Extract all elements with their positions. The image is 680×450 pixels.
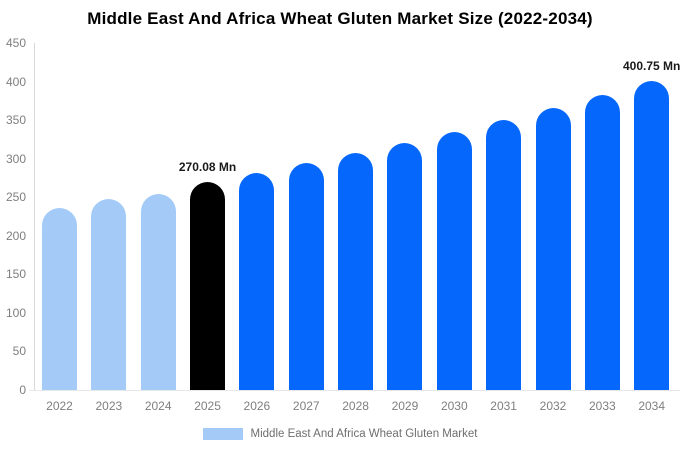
legend: Middle East And Africa Wheat Gluten Mark… — [0, 425, 680, 442]
annotation-2034: 400.75 Mn — [623, 58, 680, 73]
y-tick-100: 100 — [5, 305, 26, 320]
x-tick-2031: 2031 — [490, 399, 517, 413]
y-tick-0: 0 — [19, 383, 26, 397]
y-tick-250: 250 — [5, 190, 26, 205]
bar-2025[interactable] — [190, 181, 226, 390]
legend-swatch[interactable] — [202, 427, 243, 440]
y-tick-350: 350 — [5, 113, 26, 128]
x-tick-2026: 2026 — [243, 399, 271, 413]
bar-2023[interactable] — [91, 198, 127, 390]
legend-label[interactable]: Middle East And Africa Wheat Gluten Mark… — [250, 427, 478, 440]
bar-2026[interactable] — [239, 172, 275, 390]
bar-2028[interactable] — [338, 153, 374, 390]
x-tick-2029: 2029 — [391, 399, 419, 413]
bar-2030[interactable] — [436, 131, 472, 390]
annotation-2025: 270.08 Mn — [178, 159, 237, 174]
bar-2027[interactable] — [288, 162, 324, 390]
y-tick-300: 300 — [5, 151, 26, 166]
bar-2031[interactable] — [486, 120, 522, 390]
y-axis-line — [34, 43, 35, 390]
bar-2022[interactable] — [42, 208, 77, 390]
x-tick-2028: 2028 — [342, 399, 369, 413]
x-tick-2022: 2022 — [46, 399, 73, 413]
y-tick-150: 150 — [5, 267, 26, 282]
y-tick-50: 50 — [12, 344, 26, 359]
x-tick-2024: 2024 — [144, 399, 172, 413]
y-tick-450: 450 — [5, 36, 26, 50]
bar-2033[interactable] — [584, 95, 620, 390]
bar-2024[interactable] — [140, 194, 176, 390]
x-tick-2033: 2033 — [588, 399, 616, 413]
bar-2029[interactable] — [387, 143, 423, 390]
x-tick-2034: 2034 — [638, 399, 666, 413]
x-tick-2032: 2032 — [539, 399, 567, 413]
chart-title: Middle East And Africa Wheat Gluten Mark… — [87, 9, 593, 28]
y-tick-400: 400 — [5, 74, 26, 89]
x-tick-2023: 2023 — [95, 399, 123, 413]
x-tick-2025: 2025 — [194, 399, 221, 413]
x-tick-2027: 2027 — [292, 399, 320, 413]
bar-2032[interactable] — [535, 107, 571, 390]
bar-2034[interactable] — [634, 80, 670, 390]
x-axis-line — [29, 390, 680, 391]
x-tick-2030: 2030 — [440, 399, 468, 413]
y-tick-200: 200 — [5, 228, 26, 243]
